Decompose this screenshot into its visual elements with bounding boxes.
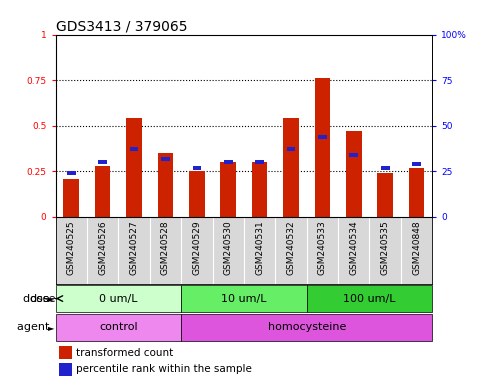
Bar <box>283 118 299 217</box>
Bar <box>193 166 201 170</box>
Bar <box>224 160 232 164</box>
Text: dose: dose <box>23 293 53 304</box>
Text: GSM240531: GSM240531 <box>255 220 264 275</box>
Text: GDS3413 / 379065: GDS3413 / 379065 <box>56 20 187 33</box>
Text: transformed count: transformed count <box>76 348 173 358</box>
Bar <box>318 135 327 139</box>
Text: dose: dose <box>29 293 56 304</box>
Bar <box>287 147 295 151</box>
Text: 0 um/L: 0 um/L <box>99 293 138 304</box>
Bar <box>59 363 72 376</box>
Text: GSM240529: GSM240529 <box>192 220 201 275</box>
Text: GSM240528: GSM240528 <box>161 220 170 275</box>
Bar <box>252 162 268 217</box>
Bar <box>314 78 330 217</box>
Bar <box>412 162 421 166</box>
Bar <box>220 162 236 217</box>
FancyBboxPatch shape <box>56 313 181 341</box>
Bar <box>130 147 138 151</box>
Text: GSM240534: GSM240534 <box>349 220 358 275</box>
Text: ►: ► <box>48 323 55 332</box>
Bar <box>67 171 75 175</box>
Text: GSM240530: GSM240530 <box>224 220 233 275</box>
Text: control: control <box>99 322 138 333</box>
Bar <box>95 166 111 217</box>
Text: GSM240527: GSM240527 <box>129 220 139 275</box>
Bar <box>350 153 358 157</box>
Text: GSM240535: GSM240535 <box>381 220 390 275</box>
Bar <box>377 173 393 217</box>
Bar <box>381 166 389 170</box>
Text: GSM240526: GSM240526 <box>98 220 107 275</box>
Bar <box>99 160 107 164</box>
Bar <box>59 346 72 359</box>
Text: agent: agent <box>17 322 53 333</box>
Bar <box>126 118 142 217</box>
FancyBboxPatch shape <box>56 285 181 313</box>
Text: GSM240848: GSM240848 <box>412 220 421 275</box>
Bar <box>161 157 170 161</box>
Text: 100 um/L: 100 um/L <box>343 293 396 304</box>
Bar <box>409 168 425 217</box>
Text: GSM240533: GSM240533 <box>318 220 327 275</box>
Text: ►: ► <box>48 294 55 303</box>
Text: 10 um/L: 10 um/L <box>221 293 267 304</box>
Bar <box>63 179 79 217</box>
Text: percentile rank within the sample: percentile rank within the sample <box>76 364 252 374</box>
Bar <box>346 131 362 217</box>
Bar <box>157 153 173 217</box>
FancyBboxPatch shape <box>307 285 432 313</box>
Bar <box>256 160 264 164</box>
Text: homocysteine: homocysteine <box>268 322 346 333</box>
FancyBboxPatch shape <box>181 285 307 313</box>
Bar <box>189 171 205 217</box>
Text: GSM240532: GSM240532 <box>286 220 296 275</box>
Text: GSM240525: GSM240525 <box>67 220 76 275</box>
FancyBboxPatch shape <box>181 313 432 341</box>
